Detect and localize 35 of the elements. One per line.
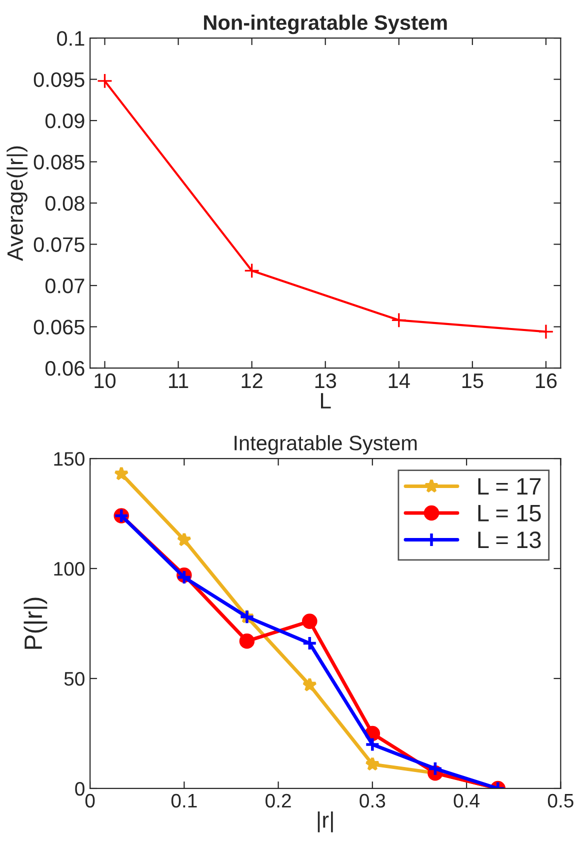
- y-tick-label: 0.08: [45, 196, 84, 211]
- x-tick-label: 13: [315, 373, 336, 388]
- chart-title: Integratable System: [234, 435, 417, 455]
- y-axis-title: Average(|r|): [6, 146, 28, 262]
- legend-label: L = 17: [478, 478, 541, 495]
- x-tick-label: 12: [242, 373, 262, 388]
- x-tick-label: 0.4: [454, 794, 480, 808]
- x-tick-label: 0: [85, 794, 95, 808]
- y-tick-label: 0.07: [45, 278, 84, 294]
- y-tick-label: 0.065: [34, 320, 84, 335]
- y-axis-title: P(|r|): [24, 598, 48, 649]
- x-tick-label: 0.3: [360, 794, 386, 808]
- y-tick-label: 0.09: [45, 114, 84, 128]
- x-tick-label: 10: [94, 373, 116, 388]
- x-tick-label: 11: [169, 374, 188, 388]
- x-tick-label: 0.5: [548, 794, 574, 808]
- x-tick-label: 16: [536, 373, 557, 388]
- x-tick-label: 0.1: [171, 794, 197, 808]
- y-tick-label: 0.06: [45, 361, 84, 376]
- legend-label: L = 13: [478, 532, 541, 548]
- y-tick-label: 0.095: [34, 72, 84, 88]
- x-axis-title: |r|: [318, 811, 333, 832]
- x-tick-label: 15: [462, 374, 484, 388]
- y-tick-label: 0.1: [57, 31, 84, 46]
- y-tick-label: 100: [54, 562, 84, 576]
- x-tick-label: 0.2: [266, 794, 291, 808]
- x-tick-label: 14: [388, 374, 410, 388]
- y-tick-label: 0: [75, 782, 84, 796]
- chart-title: Non-integratable System: [204, 14, 447, 34]
- y-tick-label: 150: [54, 452, 84, 466]
- x-axis-title: L: [321, 393, 331, 408]
- legend-label: L = 15: [478, 505, 541, 522]
- y-tick-label: 0.075: [34, 237, 84, 252]
- y-tick-label: 50: [64, 672, 84, 686]
- y-tick-label: 0.085: [34, 154, 84, 170]
